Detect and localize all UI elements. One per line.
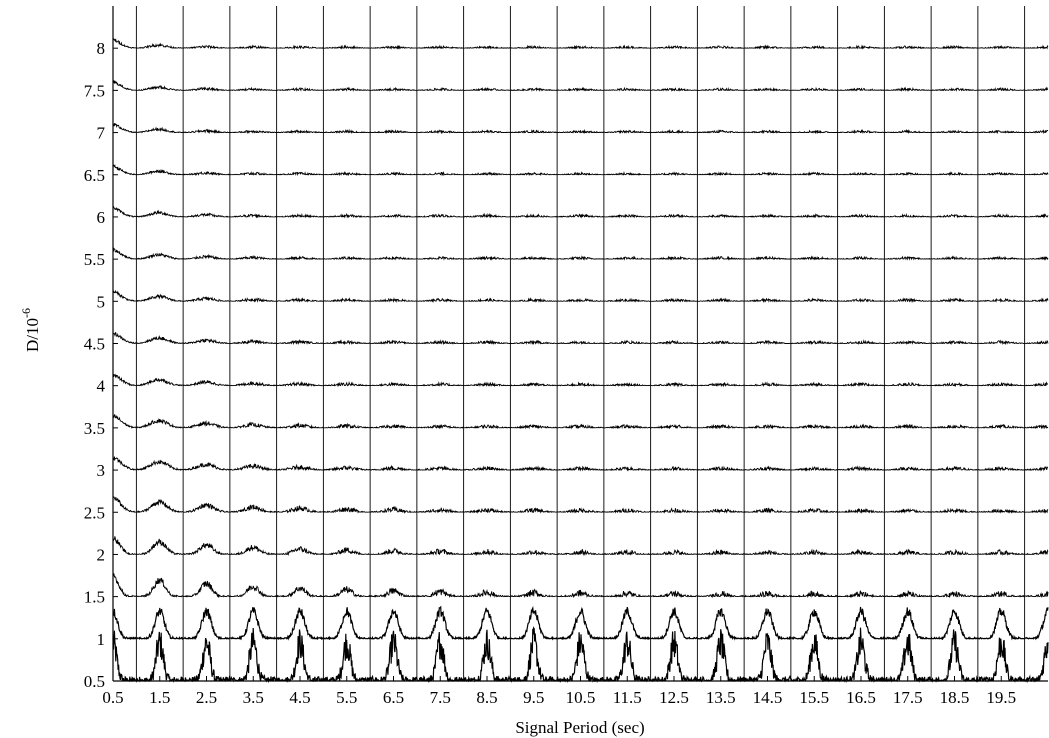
x-tick-label: 11.5 [613,688,642,707]
series-line [112,536,1049,557]
series-line [112,572,1049,599]
y-tick-label: 7 [97,124,106,143]
y-tick-label: 4 [97,377,106,396]
y-axis-label: D/10-6 [19,308,42,352]
x-tick-label: 8.5 [476,688,497,707]
series-line [112,205,1049,219]
series-line [112,123,1049,135]
chart-traces [112,38,1049,684]
y-tick-label: 8 [97,39,106,58]
x-tick-label: 12.5 [659,688,689,707]
y-tick-label: 3 [97,461,106,480]
y-axis-label-superscript: -6 [19,308,33,318]
series-line [112,38,1049,50]
series-line [112,289,1049,303]
y-tick-label: 2.5 [84,503,105,522]
x-tick-label: 10.5 [566,688,596,707]
x-tick-label: 4.5 [289,688,310,707]
series-line [112,456,1049,472]
y-axis-label-base: D/10 [23,318,42,352]
x-tick-label: 6.5 [383,688,404,707]
y-tick-label: 6 [97,208,106,227]
y-tick-label: 2 [97,545,106,564]
series-line [112,605,1049,641]
y-tick-label: 6.5 [84,166,105,185]
x-tick-label: 7.5 [430,688,451,707]
x-tick-label: 13.5 [706,688,736,707]
x-tick-label: 18.5 [940,688,970,707]
series-line [112,164,1049,177]
series-line [112,332,1049,346]
y-tick-label: 0.5 [84,672,105,691]
chart-axes [112,6,1048,682]
x-axis-label: Signal Period (sec) [515,718,644,737]
series-line [112,626,1049,684]
y-tick-label: 1 [97,630,106,649]
y-tick-label: 3.5 [84,419,105,438]
y-tick-labels: 0.5 1 1.5 2 2.5 3 3.5 4 4.5 5 5.5 6 6.5 7 7.5 8 [84,39,106,691]
x-tick-label: 14.5 [753,688,783,707]
series-line [112,79,1049,92]
x-tick-label: 2.5 [196,688,217,707]
x-tick-label: 16.5 [846,688,876,707]
x-tick-label: 0.5 [102,688,123,707]
x-tick-label: 15.5 [799,688,829,707]
y-tick-label: 7.5 [84,81,105,100]
x-tick-label: 9.5 [523,688,544,707]
x-tick-label: 1.5 [149,688,170,707]
x-tick-labels: 0.5 1.5 2.5 3.5 4.5 5.5 6.5 7.5 8.5 9.5 10.5 11.5 12… [102,688,1016,707]
y-tick-label: 5.5 [84,250,105,269]
x-tick-label: 3.5 [243,688,264,707]
y-tick-label: 4.5 [84,335,105,354]
series-line [112,414,1049,430]
series-line [112,373,1049,388]
y-tick-label: 5 [97,292,106,311]
series-line [112,247,1049,261]
series-line [112,496,1049,514]
x-tick-label: 5.5 [336,688,357,707]
y-tick-label: 1.5 [84,588,105,607]
x-tick-label: 17.5 [893,688,923,707]
x-tick-label: 19.5 [986,688,1016,707]
